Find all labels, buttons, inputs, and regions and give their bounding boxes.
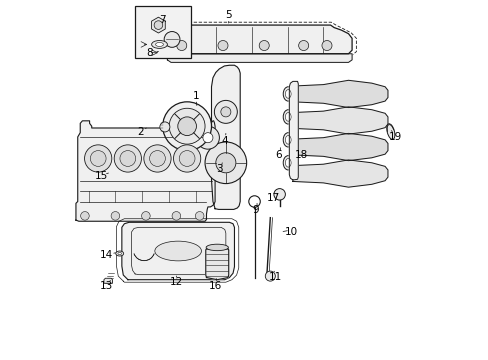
Circle shape xyxy=(179,150,195,166)
Ellipse shape xyxy=(283,87,293,101)
Circle shape xyxy=(221,107,230,117)
Polygon shape xyxy=(292,80,387,108)
Circle shape xyxy=(196,126,219,149)
Text: 19: 19 xyxy=(387,132,401,142)
Text: 12: 12 xyxy=(169,277,183,287)
Text: 10: 10 xyxy=(284,227,297,237)
Circle shape xyxy=(195,212,203,220)
Text: 14: 14 xyxy=(100,250,113,260)
Polygon shape xyxy=(292,107,387,134)
Ellipse shape xyxy=(283,156,293,170)
Ellipse shape xyxy=(285,135,290,144)
Bar xyxy=(135,6,190,58)
Ellipse shape xyxy=(118,252,121,255)
Polygon shape xyxy=(104,278,112,283)
Text: 11: 11 xyxy=(268,272,281,282)
Polygon shape xyxy=(151,17,165,33)
Circle shape xyxy=(164,32,180,47)
Text: 3: 3 xyxy=(216,164,222,174)
Polygon shape xyxy=(167,54,351,62)
Ellipse shape xyxy=(155,241,201,261)
Circle shape xyxy=(163,102,211,150)
Text: 7: 7 xyxy=(159,15,165,26)
Text: 1: 1 xyxy=(192,91,199,101)
Text: 5: 5 xyxy=(224,10,231,20)
Polygon shape xyxy=(292,134,387,161)
Polygon shape xyxy=(289,81,298,180)
Circle shape xyxy=(111,212,120,220)
Circle shape xyxy=(259,41,269,50)
Circle shape xyxy=(154,21,163,30)
Circle shape xyxy=(90,150,106,166)
Circle shape xyxy=(81,212,89,220)
Ellipse shape xyxy=(116,251,123,256)
Circle shape xyxy=(143,145,171,172)
Polygon shape xyxy=(205,245,228,280)
Circle shape xyxy=(204,142,246,184)
Ellipse shape xyxy=(386,124,394,139)
Text: 2: 2 xyxy=(137,127,143,136)
Circle shape xyxy=(321,41,331,50)
Circle shape xyxy=(172,212,180,220)
Ellipse shape xyxy=(206,244,228,251)
Polygon shape xyxy=(211,65,240,210)
Circle shape xyxy=(214,100,237,123)
Text: 18: 18 xyxy=(295,150,308,160)
Circle shape xyxy=(173,145,201,172)
Text: 15: 15 xyxy=(94,171,107,181)
Circle shape xyxy=(218,41,227,50)
Circle shape xyxy=(203,133,212,143)
Polygon shape xyxy=(167,25,351,54)
Circle shape xyxy=(298,41,308,50)
Ellipse shape xyxy=(285,90,290,98)
Ellipse shape xyxy=(283,133,293,147)
Polygon shape xyxy=(122,222,234,280)
Ellipse shape xyxy=(285,113,290,121)
Ellipse shape xyxy=(151,41,167,48)
Circle shape xyxy=(215,153,235,173)
Circle shape xyxy=(149,150,165,166)
Ellipse shape xyxy=(283,110,293,124)
Circle shape xyxy=(160,122,169,132)
Polygon shape xyxy=(292,160,387,187)
Text: 8: 8 xyxy=(146,48,152,58)
Text: 4: 4 xyxy=(221,136,227,145)
Ellipse shape xyxy=(155,42,163,46)
Circle shape xyxy=(265,271,275,281)
Circle shape xyxy=(120,150,136,166)
Circle shape xyxy=(142,212,150,220)
Ellipse shape xyxy=(285,158,290,167)
Circle shape xyxy=(273,189,285,200)
Text: 6: 6 xyxy=(275,150,281,160)
Circle shape xyxy=(114,145,141,172)
Circle shape xyxy=(84,145,112,172)
Text: 16: 16 xyxy=(209,281,222,291)
Circle shape xyxy=(178,117,196,135)
Circle shape xyxy=(176,41,186,50)
Text: 13: 13 xyxy=(100,281,113,291)
Text: 17: 17 xyxy=(266,193,279,203)
Polygon shape xyxy=(76,121,215,221)
Text: 9: 9 xyxy=(251,206,258,216)
Circle shape xyxy=(169,108,204,144)
